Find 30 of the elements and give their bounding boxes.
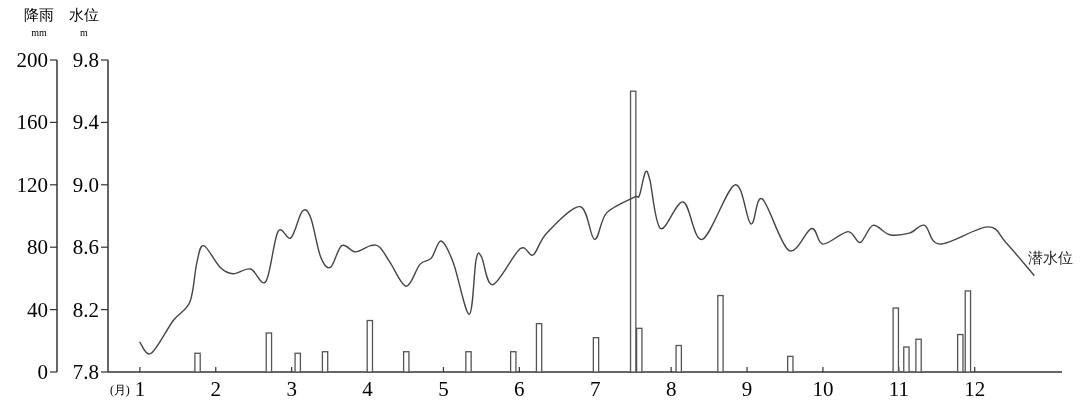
x-tick-label: 3 [286, 377, 297, 401]
x-tick-label: 7 [590, 377, 601, 401]
series-label: 潜水位 [1027, 250, 1073, 267]
x-tick-label: 8 [665, 377, 677, 401]
y2-axis-title: 水位 [69, 7, 99, 23]
y-tick-label: 40 [27, 297, 48, 322]
y-tick-label: 160 [16, 110, 48, 135]
x-tick-label: 5 [438, 377, 449, 401]
y-tick-label: 120 [16, 172, 48, 197]
text: mm [31, 27, 47, 38]
text: m [80, 27, 89, 38]
y-axis-title: 降雨 [24, 7, 54, 23]
x-tick-label: 11 [888, 377, 909, 401]
y2-tick-label: 9.8 [72, 48, 99, 72]
y2-tick-label: 8.2 [72, 297, 99, 322]
x-tick-label: 2 [210, 377, 222, 401]
y2-tick-label: 9.4 [72, 110, 100, 135]
y2-tick-label: 8.6 [72, 235, 99, 260]
x-axis-title: (月) [109, 383, 130, 397]
x-tick-label: 9 [741, 377, 753, 401]
y2-tick-label: 9.0 [72, 172, 99, 197]
y-tick-label: 200 [16, 48, 48, 72]
x-tick-label: 4 [362, 377, 374, 401]
y2-tick-label: 7.8 [72, 360, 99, 384]
x-tick-label: 12 [964, 377, 986, 401]
x-tick-label: 10 [812, 377, 834, 401]
x-tick-label: 6 [514, 377, 525, 401]
x-tick-label: 1 [134, 377, 146, 401]
y-tick-label: 80 [27, 235, 48, 260]
y-tick-label: 0 [37, 360, 48, 384]
